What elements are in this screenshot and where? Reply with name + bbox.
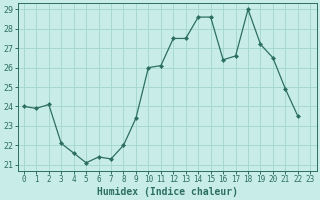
X-axis label: Humidex (Indice chaleur): Humidex (Indice chaleur) xyxy=(97,186,237,197)
